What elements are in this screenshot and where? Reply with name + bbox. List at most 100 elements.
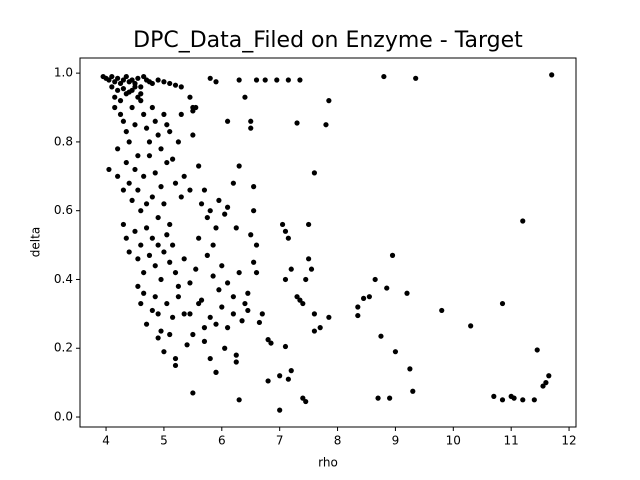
point xyxy=(115,87,121,93)
x-tick-label: 8 xyxy=(334,434,342,448)
point xyxy=(355,312,361,319)
point xyxy=(158,328,164,334)
point xyxy=(196,235,202,241)
point xyxy=(158,276,164,283)
point xyxy=(233,225,239,231)
point xyxy=(152,263,158,269)
point xyxy=(233,352,239,358)
point xyxy=(282,343,289,350)
point xyxy=(164,232,170,238)
point xyxy=(120,187,127,193)
point xyxy=(172,362,179,369)
point xyxy=(117,80,124,87)
point xyxy=(138,208,144,214)
point xyxy=(117,111,124,117)
point xyxy=(213,369,219,375)
point xyxy=(248,125,254,131)
point xyxy=(120,86,127,92)
point xyxy=(135,153,141,159)
point xyxy=(222,211,228,217)
point xyxy=(120,118,127,124)
point xyxy=(207,314,213,320)
point xyxy=(201,338,208,344)
x-tick-label: 9 xyxy=(392,434,400,448)
point xyxy=(392,349,399,355)
point xyxy=(326,314,332,320)
point xyxy=(132,166,138,173)
point xyxy=(311,311,317,317)
point xyxy=(204,214,210,221)
point xyxy=(187,311,193,317)
point xyxy=(132,122,138,128)
y-tick-label: 0.6 xyxy=(54,203,73,217)
point xyxy=(282,228,289,234)
point xyxy=(491,393,497,399)
point xyxy=(294,294,300,300)
point xyxy=(155,77,161,83)
point xyxy=(143,201,150,207)
point xyxy=(167,259,173,265)
point xyxy=(123,235,129,241)
point xyxy=(106,166,112,173)
point xyxy=(531,397,537,403)
point xyxy=(219,304,225,310)
point xyxy=(210,242,216,248)
point xyxy=(520,218,526,224)
point xyxy=(360,295,367,301)
point xyxy=(230,294,236,300)
point xyxy=(161,79,167,85)
point xyxy=(282,276,289,283)
point xyxy=(172,82,179,88)
point xyxy=(251,208,257,214)
point xyxy=(294,120,300,126)
point xyxy=(230,180,236,186)
point xyxy=(146,153,153,159)
point xyxy=(288,266,294,272)
point xyxy=(378,333,384,339)
point xyxy=(155,311,161,317)
point xyxy=(308,266,315,272)
point xyxy=(138,98,144,104)
point xyxy=(170,156,176,162)
point xyxy=(129,104,135,111)
point xyxy=(196,300,202,307)
point xyxy=(311,170,317,176)
point xyxy=(143,125,150,131)
point xyxy=(499,300,506,307)
point xyxy=(141,173,147,179)
point xyxy=(300,395,306,401)
point xyxy=(181,311,187,317)
point xyxy=(355,304,361,310)
point xyxy=(323,122,329,128)
point xyxy=(201,325,208,331)
point xyxy=(190,132,196,138)
point xyxy=(129,87,135,93)
point xyxy=(149,235,155,241)
point xyxy=(207,355,213,362)
point xyxy=(120,221,127,228)
point xyxy=(265,337,271,343)
point xyxy=(175,294,181,300)
point xyxy=(123,73,129,80)
axes-frame xyxy=(79,57,577,428)
point xyxy=(224,280,231,286)
x-axis-label: rho xyxy=(318,456,338,470)
point xyxy=(288,368,294,374)
point xyxy=(129,77,135,83)
point xyxy=(187,187,193,193)
point xyxy=(135,256,141,262)
point xyxy=(138,84,144,90)
point xyxy=(164,300,170,307)
point xyxy=(219,263,225,269)
point xyxy=(242,300,248,307)
point xyxy=(172,269,179,276)
point xyxy=(303,276,309,283)
point xyxy=(265,378,271,384)
point xyxy=(213,321,219,327)
point xyxy=(172,180,179,186)
x-tick-label: 12 xyxy=(561,434,576,448)
point xyxy=(375,395,381,401)
point xyxy=(135,187,141,193)
